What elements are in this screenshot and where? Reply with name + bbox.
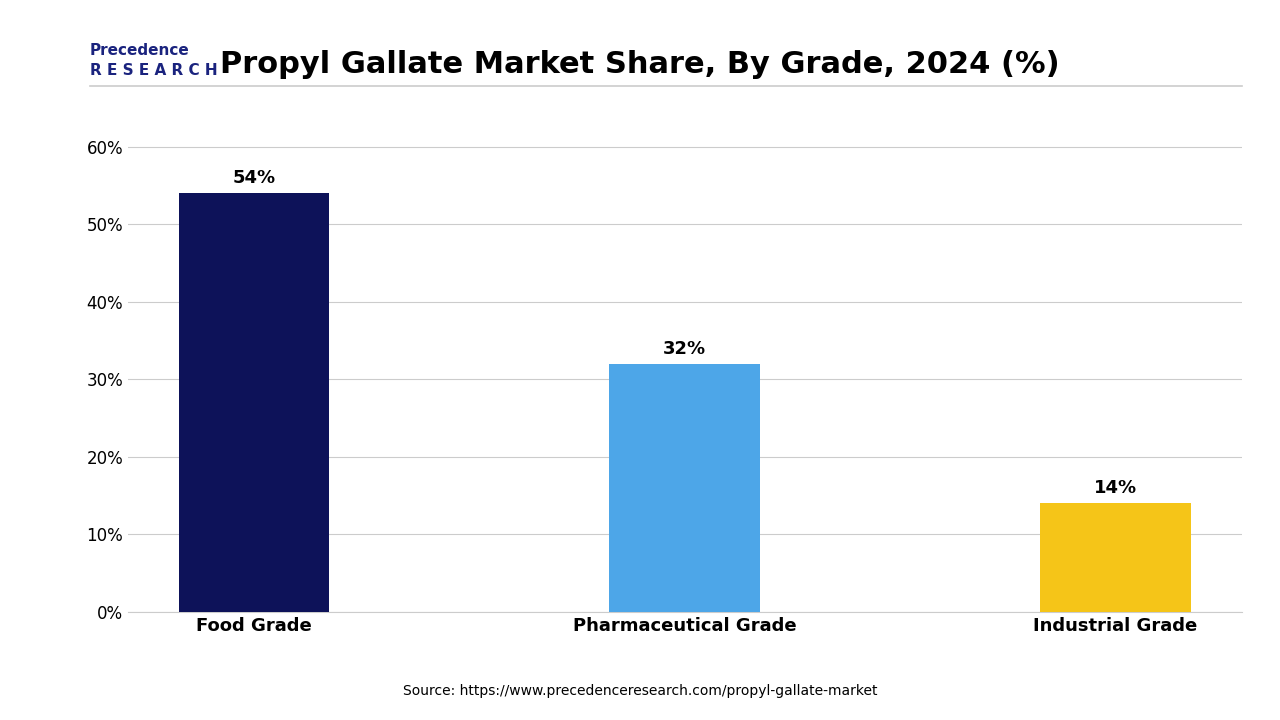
Text: Source: https://www.precedenceresearch.com/propyl-gallate-market: Source: https://www.precedenceresearch.c… bbox=[403, 685, 877, 698]
Bar bbox=[609, 364, 760, 612]
Text: Propyl Gallate Market Share, By Grade, 2024 (%): Propyl Gallate Market Share, By Grade, 2… bbox=[220, 50, 1060, 79]
Bar bbox=[179, 193, 329, 612]
Bar bbox=[1041, 503, 1190, 612]
Text: 14%: 14% bbox=[1094, 480, 1137, 498]
Text: 54%: 54% bbox=[233, 169, 275, 187]
Text: 32%: 32% bbox=[663, 340, 707, 358]
Text: Precedence
R E S E A R C H: Precedence R E S E A R C H bbox=[90, 43, 218, 78]
